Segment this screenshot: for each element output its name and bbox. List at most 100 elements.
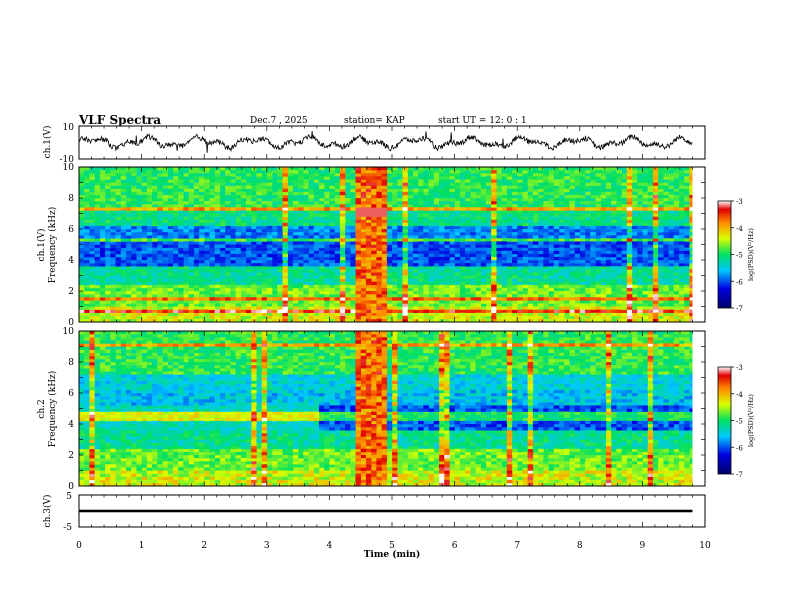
spectrogram-cells	[418, 476, 424, 481]
spectrogram-cells	[193, 309, 200, 313]
spectrogram-cells	[261, 167, 268, 171]
spectrogram-cells	[684, 427, 690, 431]
spectrogram-cells	[89, 167, 435, 242]
ytick-label: 2	[68, 451, 74, 461]
spectrogram-cells	[381, 349, 388, 353]
spectrogram-cells	[470, 256, 476, 261]
spectrogram-cells	[402, 278, 408, 282]
spectrogram-cells	[527, 439, 534, 443]
spectrogram-cells	[105, 331, 659, 468]
spectrogram-cells	[89, 352, 95, 357]
spectrogram-cells	[631, 427, 638, 431]
spectrogram-cells	[569, 405, 607, 428]
spectrogram-cells	[574, 241, 581, 245]
colorbar-label: log(PSD)(V²/Hz)	[747, 228, 755, 281]
spectrogram-cells	[152, 377, 664, 425]
spectrogram-cells	[298, 207, 304, 211]
spectrogram-cells	[652, 198, 659, 202]
colorbar-scale	[717, 366, 732, 475]
spectrogram-cells	[485, 300, 492, 304]
spectrogram-cells	[569, 424, 575, 428]
spectrogram-cells	[480, 207, 487, 211]
spectrogram-cells	[245, 312, 252, 317]
spectrogram-cells	[365, 340, 382, 471]
spectrogram-cells	[381, 414, 388, 419]
spectrogram-cells	[350, 405, 356, 409]
spectrogram-cells	[626, 303, 633, 307]
spectrogram-cells	[365, 405, 382, 431]
spectrogram-cells	[214, 207, 221, 211]
spectrogram-cells	[678, 424, 685, 431]
spectrogram-cells	[110, 309, 116, 313]
spectrogram-cells	[355, 371, 361, 375]
ytick-label: 0	[68, 482, 74, 492]
spectrogram-cells	[360, 362, 367, 366]
spectrogram-cells	[522, 315, 528, 320]
spectrogram-cells	[125, 368, 633, 487]
spectrogram-cells	[626, 315, 633, 320]
spectrogram-cells	[553, 427, 560, 431]
spectrogram-cells	[152, 167, 669, 295]
spectrogram-cells	[157, 380, 659, 450]
spectrogram-cells	[631, 408, 638, 412]
spectrogram-cells	[423, 448, 429, 453]
x-tick-label: 0	[76, 541, 82, 551]
spectrogram-cells	[616, 420, 622, 425]
spectrogram-cells	[292, 291, 299, 295]
spectrogram-cells	[444, 455, 450, 459]
spectrogram-cells	[251, 343, 257, 347]
spectrogram-cells	[355, 201, 361, 205]
spectrogram-cells	[329, 222, 335, 227]
spectrogram-cells	[360, 269, 372, 282]
spectrogram-cells	[99, 306, 106, 310]
spectrogram-cells	[402, 182, 408, 186]
spectrogram-cells	[444, 343, 450, 347]
spectrogram-cells	[251, 414, 257, 419]
spectrogram-cells	[365, 386, 372, 391]
spectrogram-cells	[444, 358, 450, 363]
spectrogram-cells	[527, 455, 534, 459]
spectrogram-cells	[553, 455, 560, 471]
spectrogram-cells	[360, 194, 367, 199]
spectrogram-cells	[569, 294, 575, 298]
spectrogram-cells	[292, 383, 695, 487]
spectrogram-cells	[355, 269, 361, 273]
ytick-label: 10	[63, 163, 75, 173]
spectrogram-cells	[658, 343, 664, 347]
spectrogram-cells	[371, 417, 377, 422]
ch3-ylabel: ch.3(V)	[42, 495, 53, 528]
spectrogram-cells	[438, 334, 445, 338]
spectrogram-cells	[329, 309, 335, 313]
spectrogram-cells	[89, 473, 95, 477]
spectrogram-cells	[652, 424, 659, 428]
spectrogram-cells	[371, 281, 377, 286]
spectrogram-cells	[141, 380, 528, 406]
spectrogram-cells	[308, 315, 315, 320]
spectrogram-cells	[611, 424, 617, 428]
spectrogram-cells	[647, 455, 654, 459]
spectrogram-cells	[282, 303, 288, 307]
ch3-waveform-trace	[79, 509, 693, 513]
ch1-ytick-bottom: -10	[60, 155, 75, 165]
spectrogram-cells	[381, 461, 388, 465]
ytick-label: 6	[68, 225, 74, 235]
spectrogram-cells	[564, 411, 570, 415]
ch1-colorbar: -3 -4 -5 -6 -7 log(PSD)(V²/Hz)	[717, 198, 755, 313]
spectrogram-cells	[183, 473, 189, 477]
spectrogram-cells	[569, 405, 607, 412]
spectrogram-cells	[381, 458, 388, 462]
spectrogram-cells	[418, 427, 424, 431]
spectrogram-cells	[438, 473, 445, 477]
spectrogram-cells	[585, 207, 591, 211]
spectrogram-cells	[506, 458, 513, 462]
spectrogram-cells	[162, 216, 680, 227]
spectrogram-cells	[412, 244, 419, 248]
spectrogram-cells	[376, 306, 382, 310]
spectrogram-cells	[178, 176, 685, 270]
spectrogram-cells	[235, 232, 242, 236]
ch2-spectrogram-panel: ch.2 Frequency (kHz) 0 2 4 6 8 10 -3 -4 -5 -6 -7 l…	[37, 327, 755, 492]
spectrogram-cells	[120, 309, 127, 313]
spectrogram-cells	[652, 297, 659, 301]
spectrogram-cells	[506, 355, 513, 360]
